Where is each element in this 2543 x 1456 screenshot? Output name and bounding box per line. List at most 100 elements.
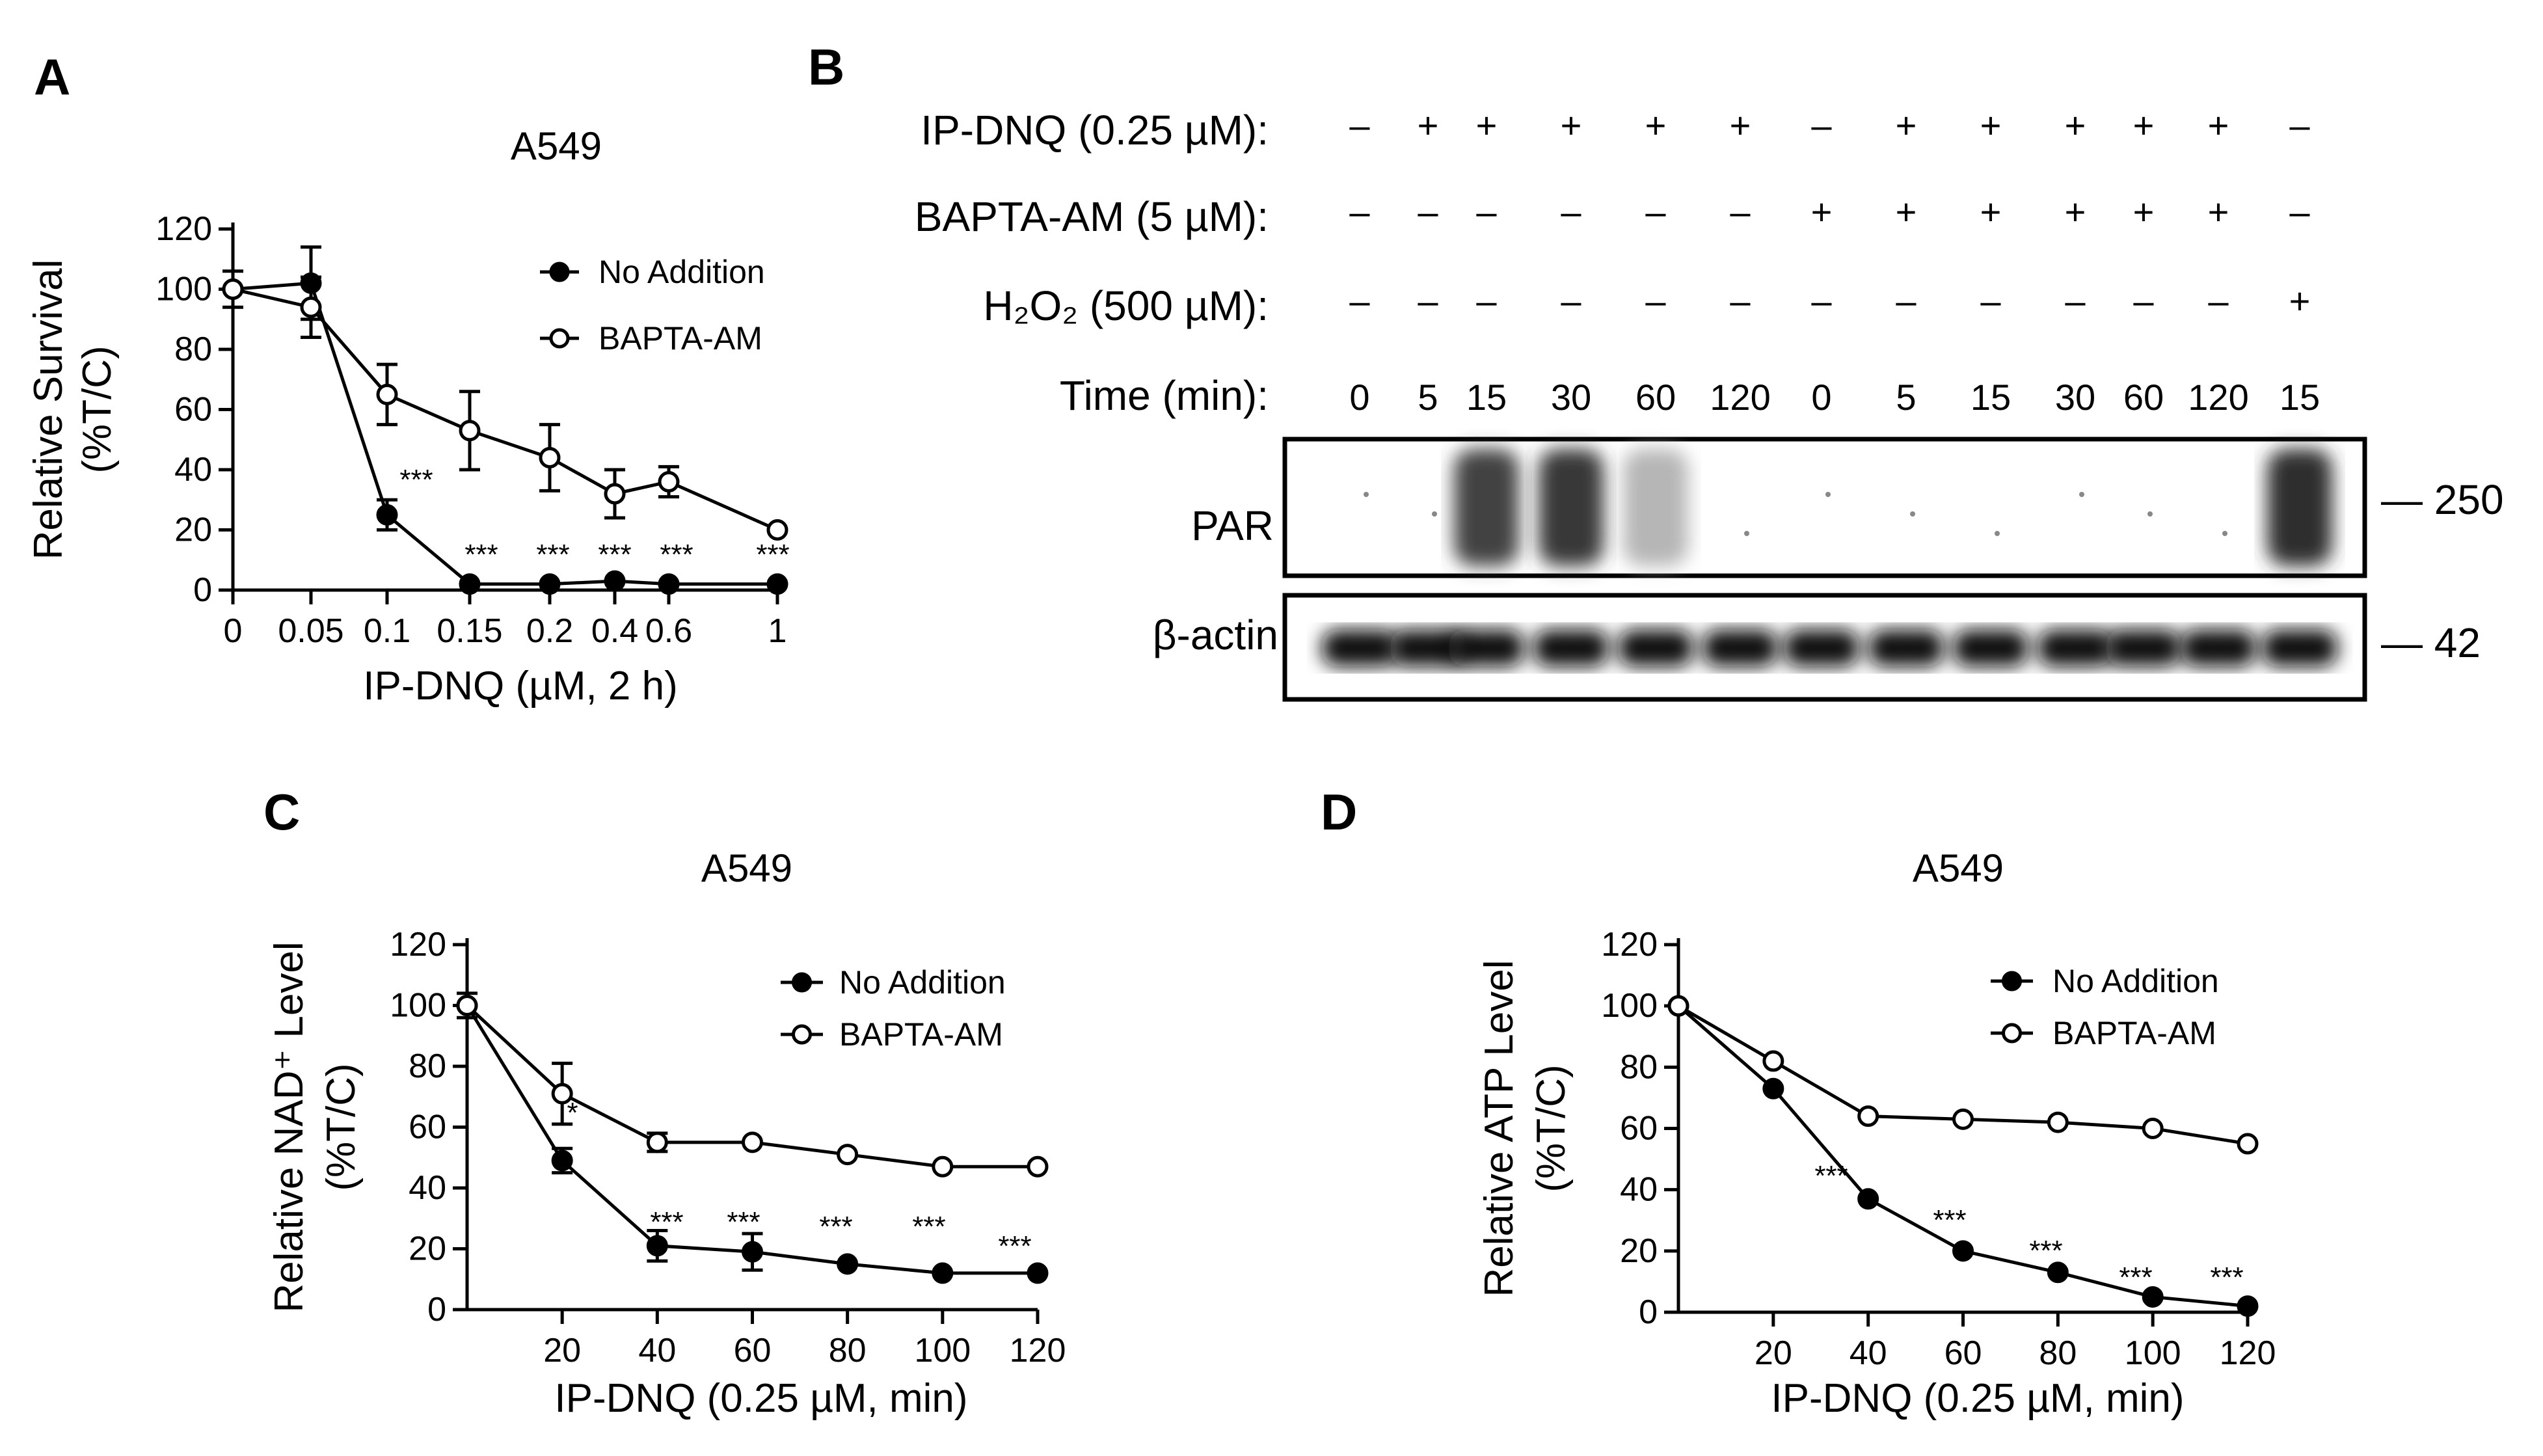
legend-marker: [792, 1024, 812, 1045]
y-tick-label: 120: [1601, 926, 1658, 964]
x-tick-label: 60: [734, 1332, 772, 1369]
data-point-bapta-am: [551, 1083, 573, 1105]
blot-row-value: –: [1349, 191, 1370, 232]
data-point-bapta-am: [742, 1131, 763, 1153]
legend-entry: BAPTA-AM: [2052, 1015, 2216, 1051]
blot-row-value: –: [2133, 280, 2154, 321]
chart-title: A549: [701, 846, 792, 890]
blot-row-value: +: [2133, 105, 2155, 146]
blot-row-value: 0: [1811, 377, 1831, 418]
y-axis-label-unit: (%T/C): [1529, 1064, 1574, 1192]
blot-row-value: +: [2065, 105, 2086, 146]
par-blot-frame: [1282, 437, 2367, 578]
x-tick-label: 0.05: [278, 612, 343, 650]
blot-row-value: 60: [2123, 377, 2164, 418]
x-tick-label: 0.1: [364, 612, 410, 650]
par-band: [1454, 449, 1519, 566]
significance-marker: ***: [2210, 1261, 2243, 1293]
x-tick-label: 60: [1944, 1334, 1982, 1372]
y-tick-label: 40: [1620, 1171, 1658, 1209]
data-point-bapta-am: [766, 519, 788, 541]
blot-row-value: 30: [2055, 377, 2095, 418]
y-tick-label: 100: [390, 987, 446, 1025]
y-tick-label: 80: [409, 1047, 446, 1085]
par-speckle: [2222, 531, 2227, 536]
legend-marker: [792, 972, 812, 993]
chart-panel-d: A549 0 20 40 60 80 100 120 20 40 60 80 100 120 IP-DNQ …: [1477, 846, 2276, 1421]
blot-row-value: 60: [1635, 377, 1676, 418]
data-point-bapta-am: [1762, 1050, 1784, 1072]
legend-marker: [2002, 971, 2022, 991]
data-point-bapta-am: [539, 447, 561, 468]
data-point-no-addition: [2142, 1286, 2164, 1308]
y-tick-label: 80: [174, 330, 212, 368]
blot-row-value: –: [1645, 191, 1666, 232]
data-point-bapta-am: [1667, 995, 1689, 1017]
blot-row-value: +: [2208, 105, 2229, 146]
blot-row-value: –: [2065, 280, 2086, 321]
blot-row-value: –: [2289, 191, 2310, 232]
blot-row-value: –: [1645, 280, 1666, 321]
blot-row-value: –: [1476, 280, 1497, 321]
x-tick-label: 80: [2039, 1334, 2077, 1372]
significance-marker: ***: [464, 539, 498, 571]
actin-band: [1449, 630, 1524, 666]
y-tick-label: 60: [1620, 1110, 1658, 1148]
x-axis-label: IP-DNQ (0.25 µM, min): [554, 1376, 967, 1421]
data-point-bapta-am: [604, 483, 626, 505]
blot-row-value: +: [1896, 105, 1917, 146]
blot-row-value: +: [1561, 105, 1582, 146]
data-point-bapta-am: [2142, 1118, 2164, 1139]
y-tick-label: 100: [1601, 987, 1658, 1025]
actin-band: [1390, 630, 1466, 666]
blot-row-value: +: [1980, 191, 2002, 232]
data-point-bapta-am: [658, 471, 680, 492]
data-point-bapta-am: [932, 1155, 954, 1178]
legend-marker: [549, 262, 570, 282]
y-tick-label: 0: [427, 1291, 446, 1328]
blot-row-label: H₂O₂ (500 µM):: [983, 282, 1269, 329]
actin-band: [1784, 630, 1859, 666]
legend-entry: No Addition: [839, 964, 1006, 1001]
par-speckle: [2147, 511, 2153, 517]
x-axis-label: IP-DNQ (0.25 µM, min): [1771, 1376, 2184, 1421]
par-speckle: [2079, 492, 2084, 497]
data-point-no-addition: [742, 1241, 763, 1263]
blot-row-value: 5: [1418, 377, 1438, 418]
par-speckle: [1995, 531, 2000, 536]
significance-marker: ***: [819, 1211, 852, 1243]
blot-row-value: –: [1418, 280, 1438, 321]
blot-row-value: +: [1645, 105, 1667, 146]
blot-row-label: Time (min):: [1060, 372, 1269, 419]
y-axis-label-unit: (%T/C): [75, 345, 120, 473]
data-point-no-addition: [1952, 1240, 1974, 1262]
blot-row-value: 15: [1971, 377, 2011, 418]
blot-row-value: +: [2065, 191, 2086, 232]
significance-marker: ***: [598, 539, 631, 571]
significance-marker: ***: [2119, 1261, 2152, 1293]
par-speckle: [1432, 511, 1437, 517]
data-point-bapta-am: [300, 296, 322, 318]
blot-row-value: –: [1349, 105, 1370, 146]
x-tick-label: 100: [2125, 1334, 2181, 1372]
y-tick-label: 20: [174, 511, 212, 549]
par-size-marker: — 250: [2381, 476, 2504, 523]
panel-letter-a: A: [34, 48, 70, 105]
blot-row-value: –: [1811, 280, 1832, 321]
significance-marker: ***: [912, 1211, 945, 1243]
data-point-no-addition: [551, 1150, 573, 1172]
actin-bands: [1322, 630, 2337, 666]
actin-band: [1533, 630, 1609, 666]
blot-row-value: +: [2289, 280, 2311, 321]
significance-marker: ***: [2029, 1235, 2062, 1267]
y-tick-label: 40: [174, 451, 212, 489]
data-point-no-addition: [604, 570, 626, 592]
blot-row-value: –: [1349, 280, 1370, 321]
y-tick-label: 20: [409, 1230, 446, 1268]
par-speckle: [1825, 492, 1831, 497]
blot-row-value: 15: [1466, 377, 1507, 418]
blot-row-label: BAPTA-AM (5 µM):: [915, 193, 1269, 240]
par-speckle: [1910, 511, 1915, 517]
data-point-no-addition: [837, 1253, 859, 1275]
actin-size-marker: — 42: [2381, 619, 2481, 666]
